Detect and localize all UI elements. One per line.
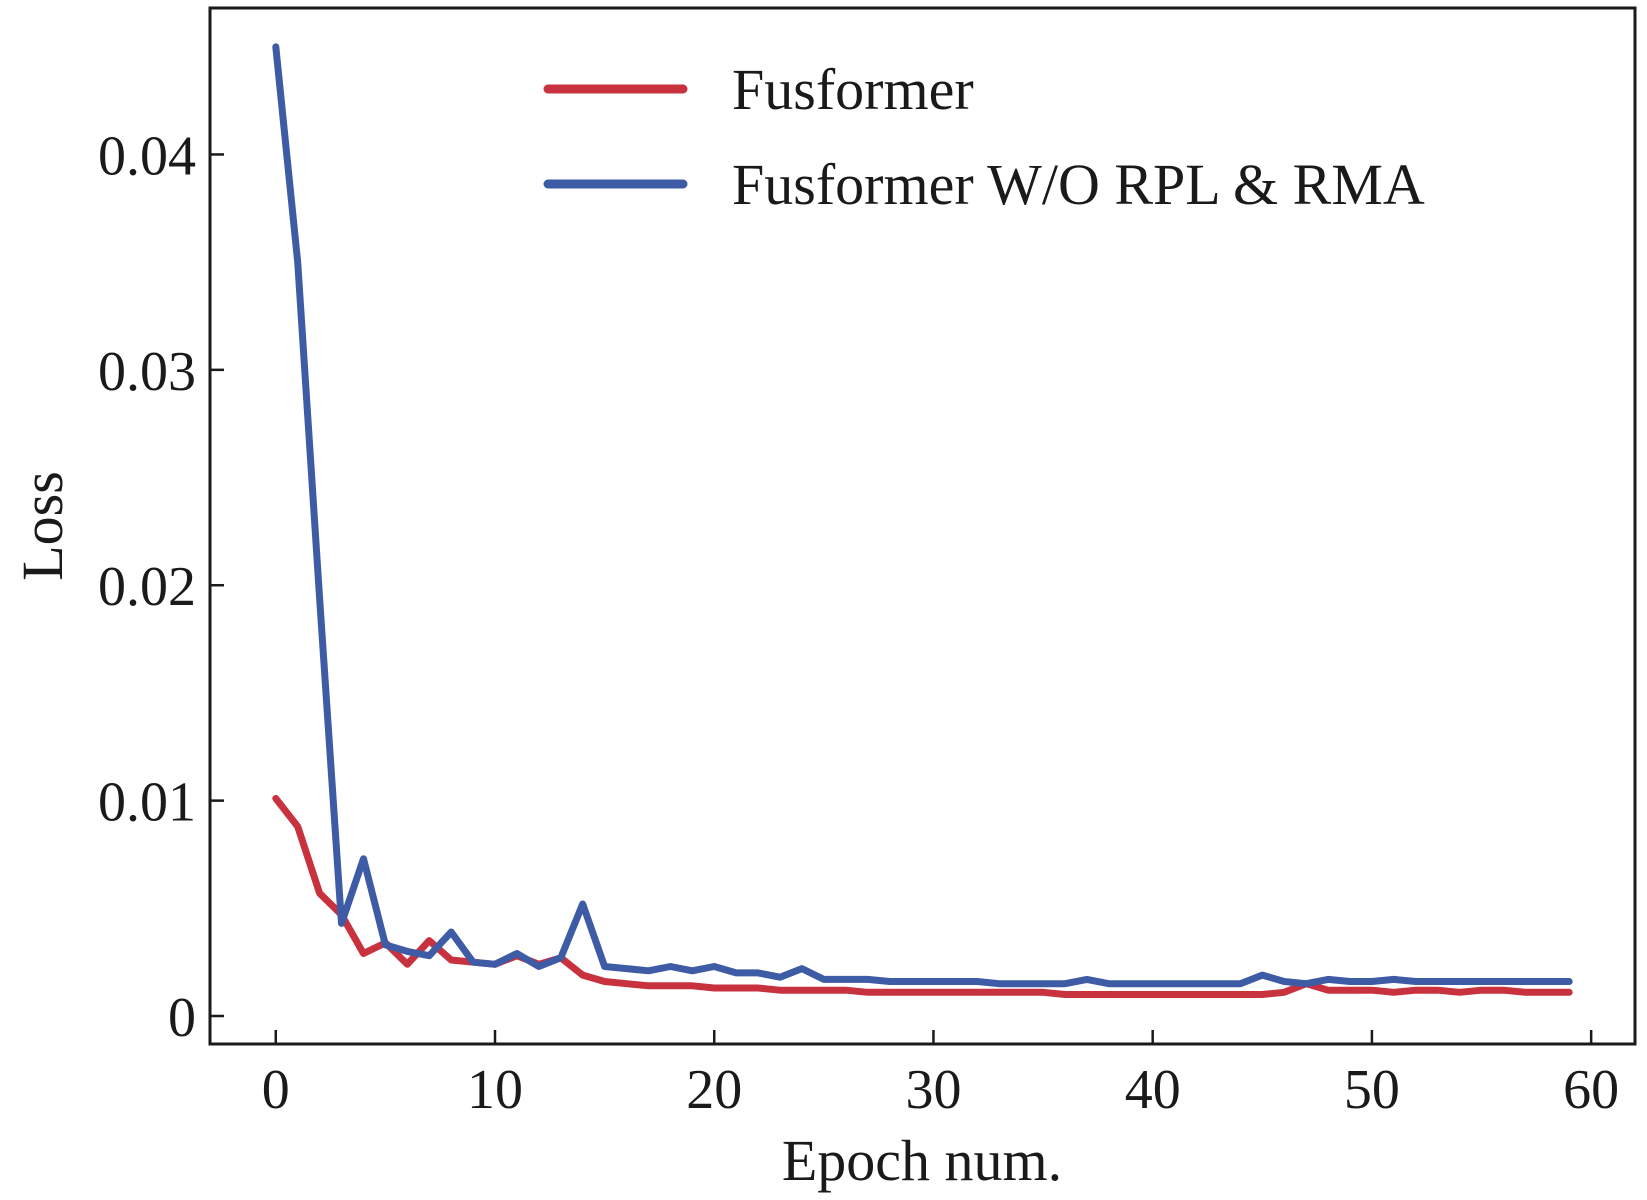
- y-tick-label: 0.02: [98, 556, 196, 618]
- y-tick-label: 0.04: [98, 125, 196, 187]
- legend-label-2: Fusformer W/O RPL & RMA: [732, 152, 1425, 217]
- y-axis-label: Loss: [10, 471, 75, 581]
- x-tick-label: 0: [262, 1059, 290, 1121]
- plot-frame: [208, 6, 1637, 1046]
- series-line-2: [272, 43, 1573, 988]
- x-tick-label: 60: [1563, 1059, 1619, 1121]
- x-tick-label: 50: [1344, 1059, 1400, 1121]
- x-tick-label: 10: [467, 1059, 523, 1121]
- x-axis-label: Epoch num.: [782, 1128, 1062, 1193]
- x-tick-label: 30: [905, 1059, 961, 1121]
- x-tick-label: 40: [1125, 1059, 1181, 1121]
- x-axis-ticks: 0 10 20 30 40 50 60: [262, 1030, 1619, 1121]
- legend: Fusformer Fusformer W/O RPL & RMA: [543, 57, 1425, 217]
- legend-label-1: Fusformer: [732, 57, 974, 122]
- y-tick-label: 0.01: [98, 772, 196, 834]
- y-axis-ticks: 0 0.01 0.02 0.03 0.04: [98, 125, 224, 1049]
- y-tick-label: 0.03: [98, 341, 196, 403]
- series-layer: [272, 43, 1573, 998]
- x-tick-label: 20: [686, 1059, 742, 1121]
- y-tick-label: 0: [168, 987, 196, 1049]
- series-line-1: [272, 795, 1573, 998]
